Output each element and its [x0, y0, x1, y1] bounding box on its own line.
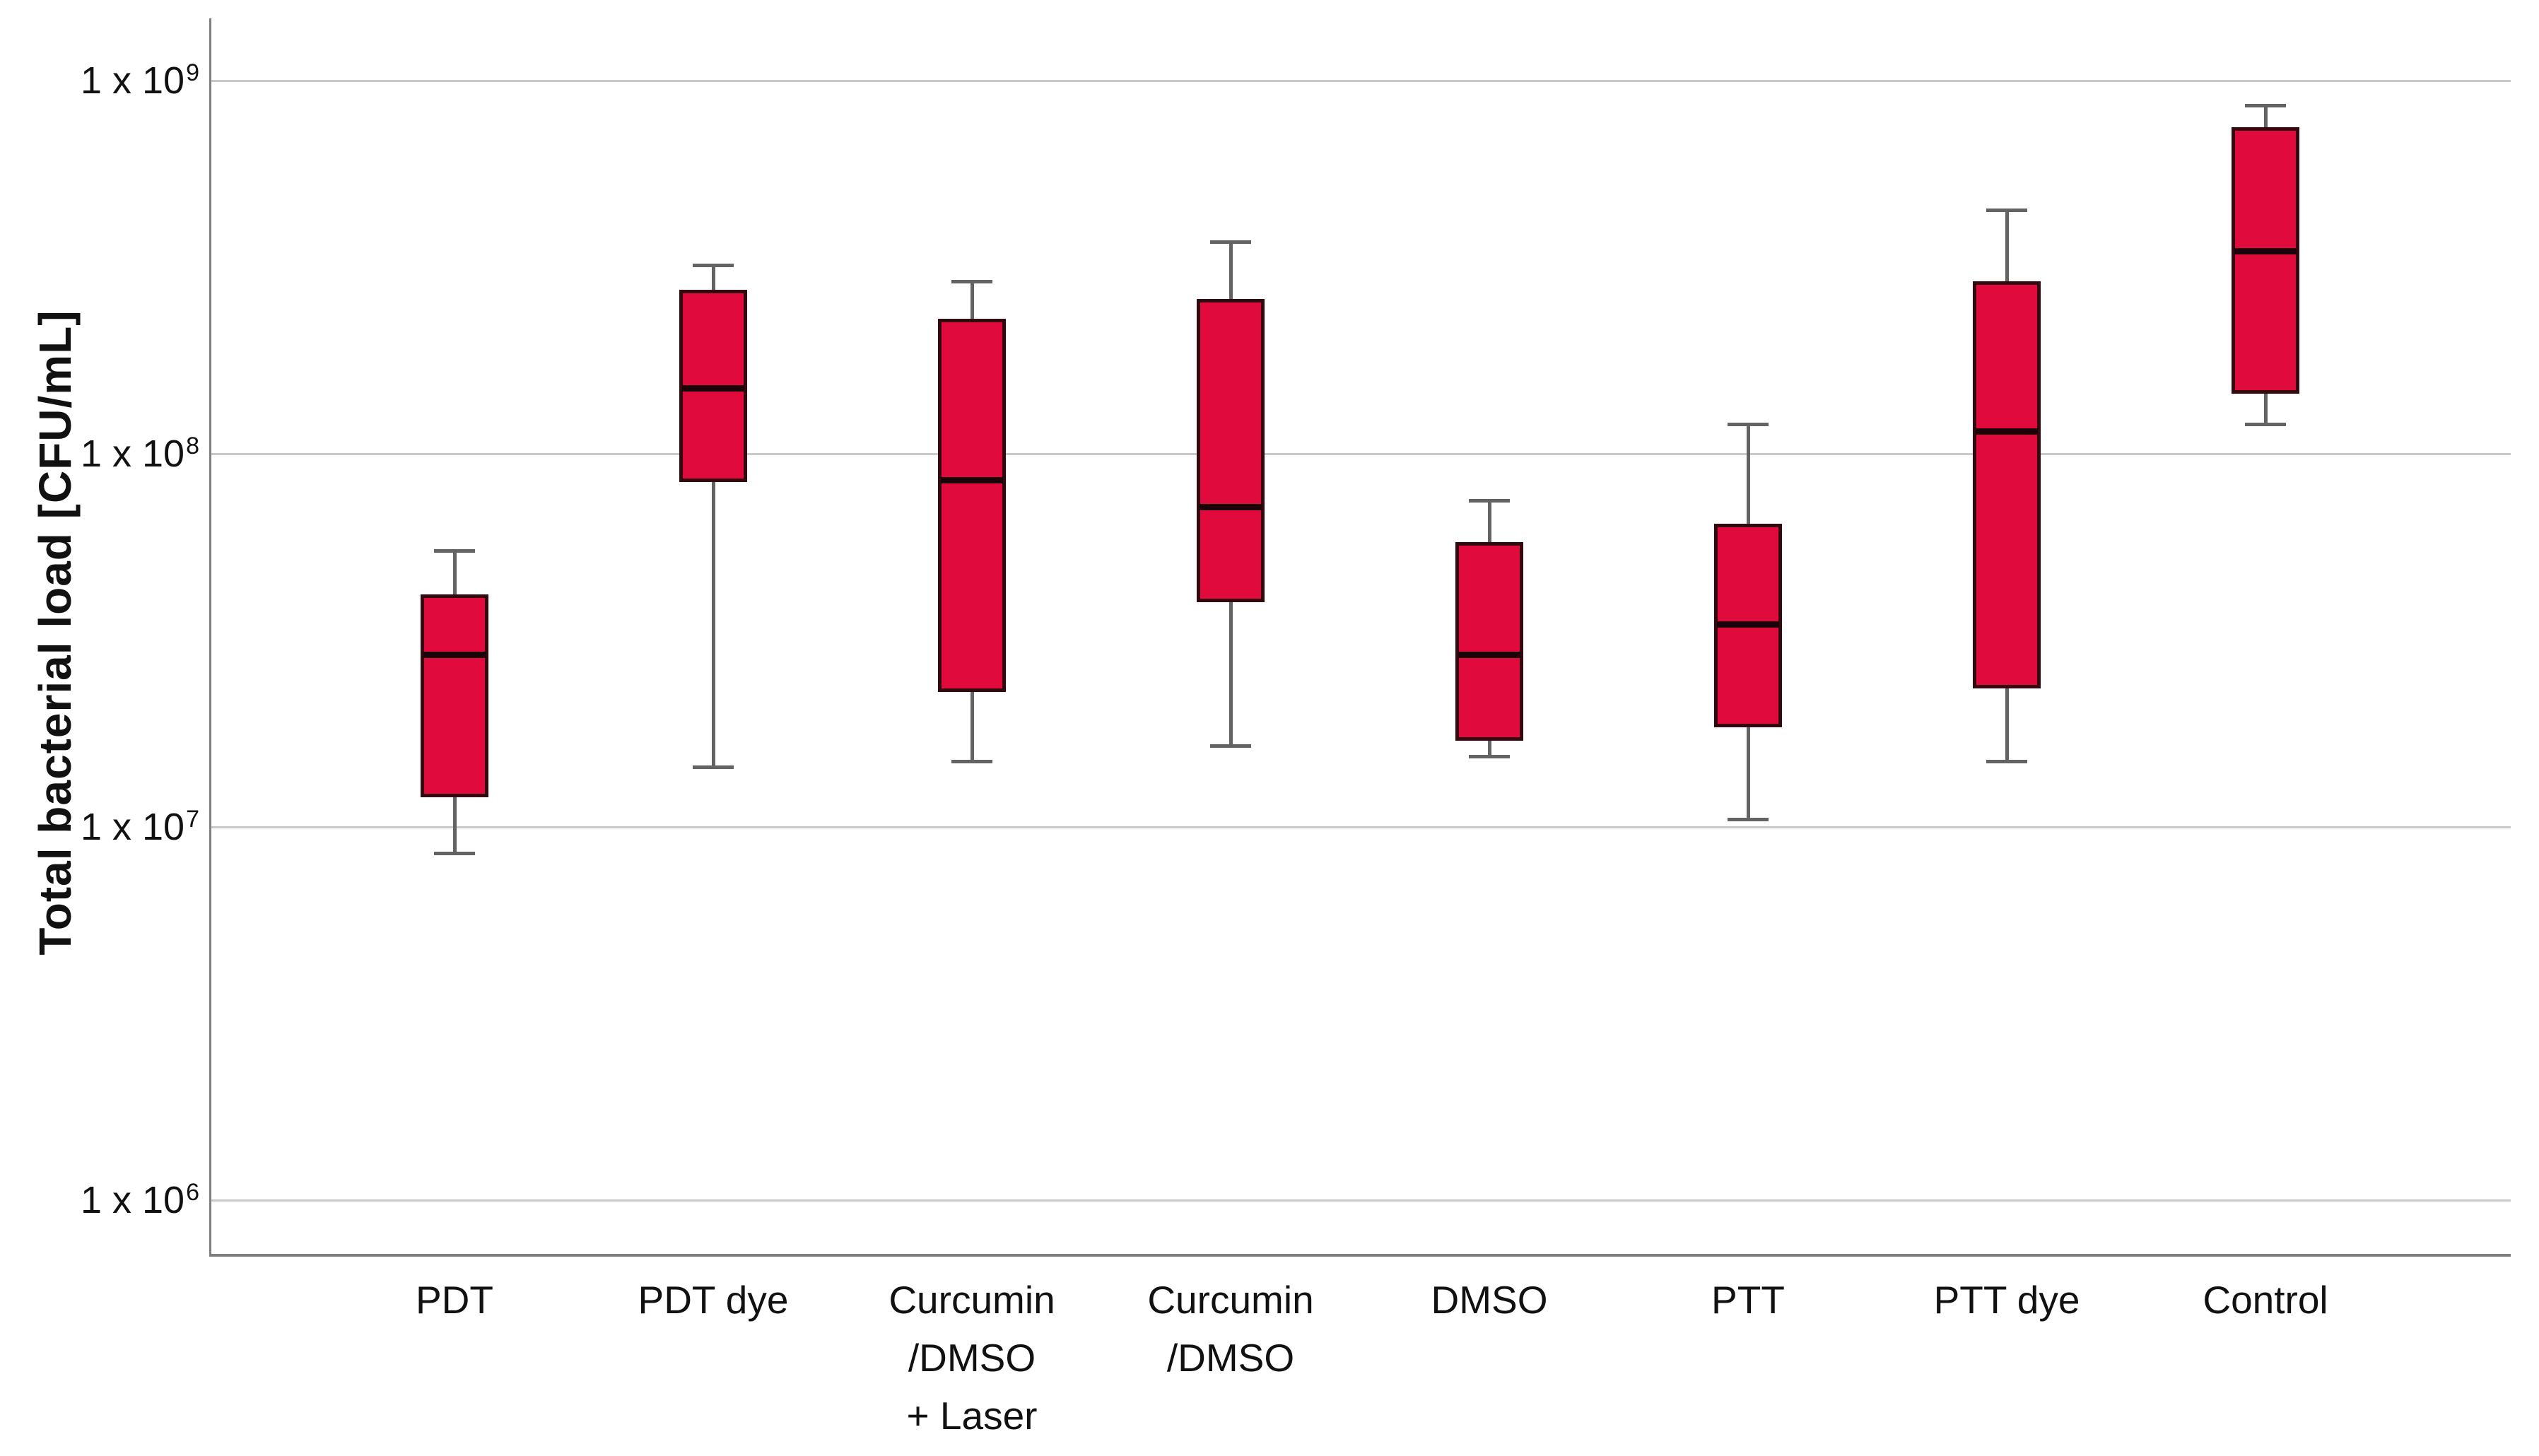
upper-whisker-cap-curcumin-dmso — [1210, 240, 1251, 244]
upper-whisker-curcumin-dmso-laser — [971, 281, 974, 319]
gridline-8 — [211, 453, 2511, 455]
y-tick-exponent: 9 — [186, 59, 199, 86]
y-tick-label-1e8: 1 x 108 — [80, 433, 199, 475]
upper-whisker-dmso — [1488, 500, 1491, 542]
lower-whisker-cap-pdt-dye — [693, 765, 734, 769]
y-tick-label-1e7: 1 x 107 — [80, 806, 199, 848]
y-axis-line — [209, 18, 211, 1257]
gridline-9 — [211, 80, 2511, 82]
lower-whisker-cap-ptt — [1728, 817, 1769, 821]
upper-whisker-ptt — [1747, 424, 1750, 524]
y-tick-exponent: 7 — [186, 806, 199, 833]
median-line-ptt-dye — [1976, 428, 2038, 435]
upper-whisker-cap-pdt-dye — [693, 264, 734, 268]
y-tick-label-1e9: 1 x 109 — [80, 59, 199, 102]
upper-whisker-cap-ptt — [1728, 423, 1769, 427]
lower-whisker-pdt-dye — [712, 481, 715, 767]
y-tick-exponent: 6 — [186, 1179, 199, 1206]
y-axis-title: Total bacterial load [CFU/mL] — [30, 310, 81, 956]
box-ptt-dye — [1973, 281, 2041, 689]
median-line-dmso — [1458, 651, 1520, 658]
upper-whisker-control — [2264, 105, 2268, 127]
lower-whisker-cap-pdt — [434, 852, 475, 856]
upper-whisker-curcumin-dmso — [1229, 241, 1233, 299]
x-tick-label-ptt: PTT — [1711, 1278, 1785, 1322]
lower-whisker-curcumin-dmso — [1229, 602, 1233, 746]
lower-whisker-ptt-dye — [2005, 688, 2009, 761]
box-control — [2232, 127, 2299, 394]
upper-whisker-pdt-dye — [712, 265, 715, 290]
lower-whisker-dmso — [1488, 741, 1491, 756]
lower-whisker-control — [2264, 393, 2268, 425]
x-tick-label-control: Control — [2203, 1278, 2328, 1322]
median-line-pdt — [423, 651, 486, 658]
upper-whisker-pdt — [453, 551, 457, 594]
median-line-curcumin-dmso-laser — [941, 477, 1003, 484]
lower-whisker-pdt — [453, 797, 457, 854]
median-line-curcumin-dmso — [1200, 504, 1262, 511]
upper-whisker-cap-pdt — [434, 549, 475, 553]
upper-whisker-ptt-dye — [2005, 210, 2009, 281]
upper-whisker-cap-ptt-dye — [1986, 209, 2027, 213]
box-pdt — [421, 594, 488, 798]
x-tick-label-ptt-dye: PTT dye — [1933, 1278, 2080, 1322]
x-tick-label-dmso: DMSO — [1431, 1278, 1548, 1322]
lower-whisker-curcumin-dmso-laser — [971, 692, 974, 762]
y-tick-exponent: 8 — [186, 433, 199, 459]
x-tick-label-pdt: PDT — [416, 1278, 493, 1322]
median-line-pdt-dye — [682, 385, 744, 392]
lower-whisker-cap-control — [2245, 423, 2286, 427]
box-dmso — [1455, 541, 1523, 741]
upper-whisker-cap-curcumin-dmso-laser — [951, 279, 992, 283]
lower-whisker-cap-ptt-dye — [1986, 760, 2027, 764]
box-curcumin-dmso — [1197, 298, 1265, 603]
gridline-6 — [211, 1199, 2511, 1202]
upper-whisker-cap-dmso — [1469, 498, 1510, 503]
x-tick-label-curcumin-dmso: Curcumin /DMSO — [1147, 1278, 1314, 1380]
x-tick-label-pdt-dye: PDT dye — [638, 1278, 789, 1322]
gridline-7 — [211, 826, 2511, 828]
x-tick-label-curcumin-dmso-laser: Curcumin /DMSO + Laser — [889, 1278, 1055, 1438]
x-axis-line — [209, 1254, 2511, 1257]
lower-whisker-cap-curcumin-dmso — [1210, 744, 1251, 748]
lower-whisker-ptt — [1747, 727, 1750, 819]
median-line-control — [2234, 247, 2297, 254]
lower-whisker-cap-dmso — [1469, 754, 1510, 758]
upper-whisker-cap-control — [2245, 103, 2286, 107]
box-curcumin-dmso-laser — [938, 319, 1006, 692]
y-tick-label-1e6: 1 x 106 — [80, 1179, 199, 1221]
median-line-ptt — [1717, 621, 1779, 628]
lower-whisker-cap-curcumin-dmso-laser — [951, 760, 992, 764]
